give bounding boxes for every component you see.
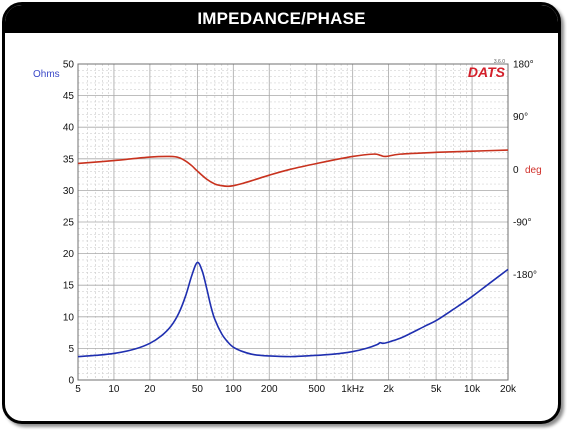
y-tick-label-left: 5 [68, 344, 74, 355]
y-tick-label-left: 25 [63, 218, 75, 229]
x-tick-label: 2k [383, 384, 395, 395]
x-tick-label: 500 [308, 384, 325, 395]
y-axis-label-left: Ohms [33, 69, 60, 80]
y-tick-label-left: 50 [63, 60, 75, 71]
y-tick-label-left: 30 [63, 186, 75, 197]
x-tick-label: 20k [500, 384, 517, 395]
phase-line [77, 149, 509, 188]
title-bar: IMPEDANCE/PHASE [5, 5, 558, 33]
y-tick-label-left: 40 [63, 123, 75, 134]
dats-logo: DATS [468, 64, 506, 80]
y-tick-label-right: 90° [513, 112, 528, 123]
y-tick-label-right: 0 [513, 165, 519, 176]
x-tick-label: 200 [261, 384, 278, 395]
y-tick-label-right: -90° [513, 218, 531, 229]
y-tick-label-right: 180° [513, 60, 534, 71]
x-tick-label: 50 [192, 384, 204, 395]
y-tick-label-right: -180° [513, 270, 537, 281]
y-tick-label-left: 15 [63, 281, 75, 292]
plot-border [77, 63, 509, 381]
x-tick-label: 10k [464, 384, 481, 395]
chart-title: IMPEDANCE/PHASE [197, 9, 366, 28]
x-tick-label: 20 [144, 384, 156, 395]
y-tick-label-left: 45 [63, 91, 75, 102]
x-tick-label: 10 [108, 384, 120, 395]
x-tick-label: 1kHz [341, 384, 364, 395]
y-tick-label-left: 0 [68, 376, 74, 387]
y-tick-label-left: 35 [63, 154, 75, 165]
x-tick-label: 100 [225, 384, 242, 395]
x-tick-label: 5 [75, 384, 81, 395]
impedance-line [77, 261, 509, 358]
dats-version: 3.6.0 [494, 59, 505, 65]
y-tick-label-left: 20 [63, 249, 75, 260]
x-tick-label: 5k [431, 384, 443, 395]
y-tick-label-left: 10 [63, 312, 75, 323]
y-axis-label-right: deg [525, 165, 542, 176]
